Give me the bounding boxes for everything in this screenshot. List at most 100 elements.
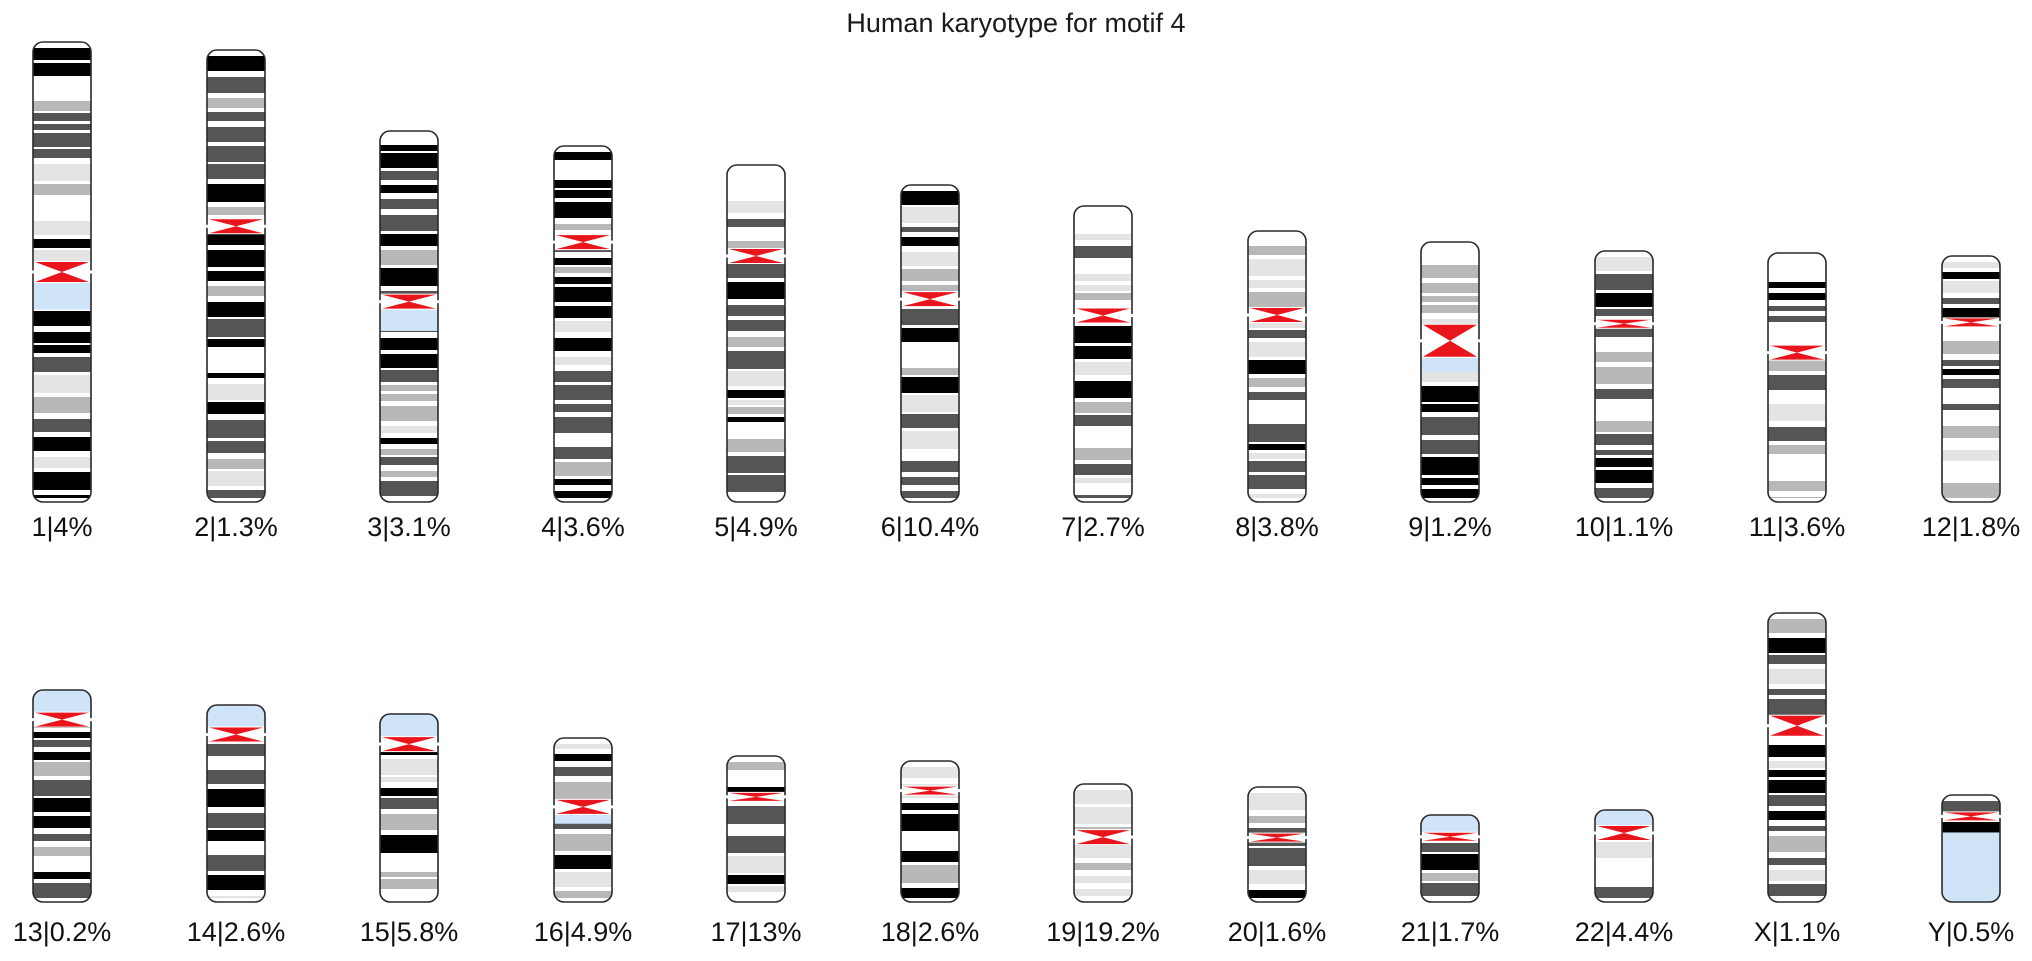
band <box>901 814 959 831</box>
centromere <box>1597 319 1651 328</box>
band <box>727 806 785 824</box>
band <box>33 311 91 326</box>
band <box>1942 298 2000 304</box>
band <box>554 479 612 485</box>
centromere <box>209 727 263 742</box>
band <box>554 152 612 160</box>
chromosome-label-13: 13|0.2% <box>12 917 112 947</box>
band <box>33 332 91 343</box>
band <box>380 250 438 265</box>
band <box>207 98 265 108</box>
chromosome-6 <box>899 184 961 503</box>
band <box>1248 259 1306 276</box>
band <box>1595 274 1653 290</box>
band <box>380 759 438 775</box>
band <box>554 287 612 302</box>
centromere <box>1944 812 1998 821</box>
band <box>1248 330 1306 338</box>
chromosome-X <box>1766 612 1828 903</box>
band <box>33 345 91 353</box>
band <box>207 490 265 498</box>
band <box>901 803 959 810</box>
band <box>380 895 438 898</box>
band <box>727 475 785 492</box>
band <box>1421 843 1479 852</box>
band <box>554 872 612 887</box>
band <box>1768 325 1826 341</box>
band <box>207 164 265 179</box>
band <box>1421 265 1479 278</box>
band <box>1942 272 2000 279</box>
band <box>1595 309 1653 316</box>
centromere <box>903 786 957 795</box>
band <box>33 357 91 372</box>
band <box>1421 489 1479 498</box>
centromere <box>382 737 436 752</box>
band <box>1768 497 1826 498</box>
band <box>1074 876 1132 883</box>
band <box>207 234 265 245</box>
band <box>1942 413 2000 423</box>
band <box>380 385 438 391</box>
chromosome-1 <box>31 41 93 503</box>
band <box>207 250 265 267</box>
heterochromatin-region <box>1421 356 1479 373</box>
band <box>207 846 265 851</box>
band <box>1942 404 2000 410</box>
centromere <box>209 219 263 234</box>
band <box>554 447 612 459</box>
band <box>727 305 785 316</box>
band <box>1768 404 1826 421</box>
band <box>207 319 265 337</box>
band <box>1942 281 2000 293</box>
band <box>901 767 959 778</box>
band <box>207 759 265 764</box>
band <box>1768 699 1826 716</box>
band <box>33 63 91 76</box>
band <box>1942 379 2000 388</box>
band <box>1074 486 1132 491</box>
band <box>33 834 91 841</box>
band <box>380 798 438 809</box>
band <box>727 896 785 898</box>
band <box>727 856 785 873</box>
chromosome-label-9: 9|1.2% <box>1408 512 1492 542</box>
band <box>33 816 91 828</box>
band <box>1248 246 1306 255</box>
band <box>380 857 438 867</box>
band <box>1248 848 1306 866</box>
band <box>727 827 785 833</box>
band <box>1074 807 1132 824</box>
centromere <box>382 294 436 309</box>
band <box>1421 440 1479 454</box>
chromosome-2 <box>205 49 267 503</box>
band <box>901 368 959 375</box>
band <box>380 370 438 382</box>
heterochromatin-region <box>207 705 265 728</box>
band <box>33 872 91 879</box>
band <box>1942 369 2000 375</box>
band <box>1768 394 1826 399</box>
band <box>1074 381 1132 398</box>
band <box>901 431 959 449</box>
chromosome-label-11: 11|3.6% <box>1748 512 1846 542</box>
band <box>727 371 785 386</box>
band <box>33 101 91 111</box>
band <box>1248 360 1306 374</box>
band <box>1421 873 1479 881</box>
band <box>1768 745 1826 757</box>
band <box>207 441 265 453</box>
band <box>1248 444 1306 450</box>
band <box>1595 488 1653 498</box>
band <box>727 230 785 239</box>
band <box>380 835 438 853</box>
band <box>33 495 91 498</box>
band <box>1248 494 1306 498</box>
band <box>554 435 612 444</box>
band <box>1942 262 2000 268</box>
heterochromatin-region <box>380 714 438 738</box>
chromosome-label-5: 5|4.9% <box>714 512 798 542</box>
centromere <box>729 248 783 263</box>
band <box>901 477 959 485</box>
